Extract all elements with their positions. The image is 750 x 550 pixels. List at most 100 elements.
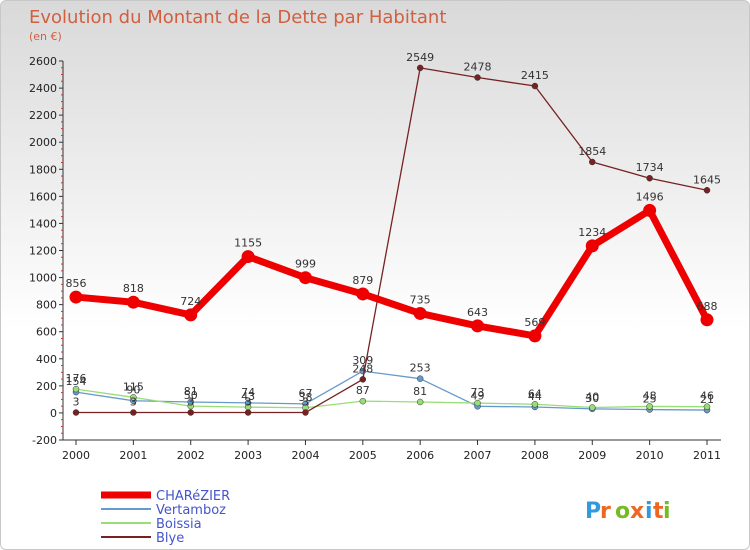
data-label: 50 xyxy=(184,389,198,402)
data-label: 2478 xyxy=(464,61,492,74)
data-point xyxy=(356,287,370,301)
y-tick-label: 1400 xyxy=(29,217,57,230)
data-label: 879 xyxy=(352,274,373,287)
data-label: 3 xyxy=(302,396,309,409)
data-label: 25 xyxy=(643,393,657,406)
logo-letter: x xyxy=(630,499,644,524)
data-label: 87 xyxy=(356,384,370,397)
data-point xyxy=(359,376,367,383)
data-label: 2549 xyxy=(406,51,434,64)
data-point xyxy=(416,375,424,382)
data-point xyxy=(528,329,542,343)
data-label: 2415 xyxy=(521,69,549,82)
x-tick-label: 2008 xyxy=(521,449,549,462)
data-label: 154 xyxy=(66,375,87,388)
y-tick-label: 0 xyxy=(50,407,57,420)
data-label: 1854 xyxy=(578,145,606,158)
data-point xyxy=(531,82,539,90)
data-label: 81 xyxy=(184,385,198,398)
data-label: 176 xyxy=(66,372,87,385)
data-point xyxy=(413,306,427,320)
data-point xyxy=(474,399,481,407)
data-point xyxy=(700,313,714,327)
data-label: 3 xyxy=(245,396,252,409)
data-label: 1155 xyxy=(234,237,262,250)
data-point xyxy=(416,398,424,406)
logo-letter: P xyxy=(585,499,601,524)
data-label: 999 xyxy=(295,258,316,271)
data-point xyxy=(474,74,481,81)
y-tick-label: -200 xyxy=(32,434,57,447)
series-group: 154 90 81 74 67 309 253 49 44 30 25 21 176 115 50 43 38 8… xyxy=(66,51,721,416)
data-point xyxy=(126,295,140,309)
data-label: 3 xyxy=(130,396,137,409)
logo-letter: i xyxy=(663,499,671,524)
data-point xyxy=(646,174,653,182)
data-label: 688 xyxy=(697,300,718,313)
data-label: 49 xyxy=(471,389,485,402)
data-label: 1734 xyxy=(636,161,664,174)
data-point xyxy=(130,394,137,401)
data-label: 48 xyxy=(643,389,657,402)
data-point xyxy=(187,409,194,416)
logo-letter: i xyxy=(645,499,653,524)
data-label: 73 xyxy=(471,386,485,399)
axes: -200 0 200 400 600 800 1000 1200 1400 1600 1800 200… xyxy=(29,55,721,462)
x-tick-label: 2007 xyxy=(464,449,492,462)
x-tick-label: 2002 xyxy=(177,449,205,462)
y-tick-label: 400 xyxy=(36,353,57,366)
data-point xyxy=(244,409,252,416)
series-line-blye xyxy=(76,67,708,414)
data-label: 1645 xyxy=(693,173,721,186)
data-point xyxy=(531,401,539,408)
data-point xyxy=(187,402,194,410)
data-point xyxy=(416,64,424,72)
legend-label: CHARéZIER xyxy=(156,489,230,504)
data-label: 43 xyxy=(241,390,255,403)
data-label: 735 xyxy=(410,293,431,306)
data-label: 81 xyxy=(413,385,427,398)
data-label: 30 xyxy=(585,392,599,405)
data-label: 818 xyxy=(123,282,144,295)
data-point xyxy=(471,319,485,333)
series-line-vertamboz xyxy=(75,370,708,411)
x-tick-label: 2001 xyxy=(119,449,147,462)
data-label: 74 xyxy=(241,386,255,399)
logo-letter: r xyxy=(600,499,611,524)
data-label: 46 xyxy=(700,390,714,403)
legend-label: Blye xyxy=(156,531,184,546)
data-label: 253 xyxy=(410,362,431,375)
data-label: 3 xyxy=(187,396,194,409)
proxiti-logo: Pr o x i t i xyxy=(585,499,671,524)
chart-subtitle: (en €) xyxy=(29,30,62,43)
data-label: 1234 xyxy=(578,226,606,239)
data-label: 44 xyxy=(528,390,542,403)
logo-letter: t xyxy=(653,499,664,524)
data-point xyxy=(585,239,599,253)
data-point xyxy=(646,403,653,410)
y-tick-label: 2400 xyxy=(29,82,57,95)
chart-title: Evolution du Montant de la Dette par Hab… xyxy=(29,7,446,28)
data-point xyxy=(359,397,367,405)
data-label: 856 xyxy=(66,277,87,290)
data-label: 64 xyxy=(528,387,542,400)
x-tick-label: 2011 xyxy=(693,449,721,462)
data-label: 643 xyxy=(467,306,488,319)
y-tick-label: 600 xyxy=(36,326,57,339)
data-label: 569 xyxy=(524,316,545,329)
y-tick-label: 800 xyxy=(36,299,57,312)
data-point xyxy=(302,409,309,416)
y-tick-label: 2200 xyxy=(29,109,57,122)
data-label: 67 xyxy=(298,387,312,400)
data-label: 40 xyxy=(585,391,599,404)
data-label: 38 xyxy=(298,391,312,404)
x-tick-label: 2009 xyxy=(578,449,606,462)
y-tick-label: 2600 xyxy=(29,55,57,68)
y-tick-label: 2000 xyxy=(29,136,57,149)
x-tick-label: 2005 xyxy=(349,449,377,462)
data-point xyxy=(241,250,255,264)
x-tick-label: 2000 xyxy=(62,449,90,462)
